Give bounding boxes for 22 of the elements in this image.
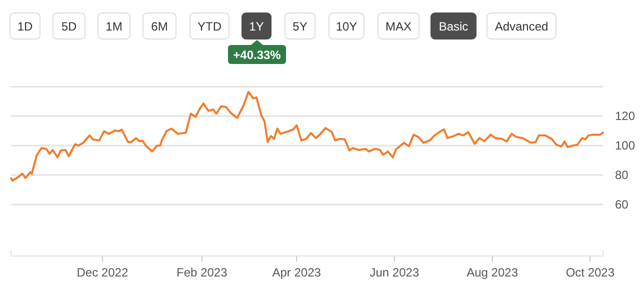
button: 6M bbox=[142, 12, 176, 40]
x-tick-label: Feb 2023 bbox=[176, 266, 228, 280]
x-tick-label: Apr 2023 bbox=[272, 266, 322, 280]
button: 5Y bbox=[284, 12, 316, 40]
y-tick-label: 80 bbox=[615, 168, 629, 182]
x-tick-label: Oct 2023 bbox=[566, 266, 615, 280]
x-tick-label: Dec 2022 bbox=[76, 266, 128, 280]
x-tick-label: Aug 2023 bbox=[466, 266, 518, 280]
button: YTD bbox=[190, 12, 230, 40]
y-tick-label: 100 bbox=[615, 138, 636, 152]
button: MAX bbox=[378, 12, 420, 40]
button: 1M bbox=[98, 12, 130, 40]
button: 5D bbox=[52, 12, 86, 40]
y-tick-label: 60 bbox=[615, 197, 629, 212]
button: 1Y bbox=[242, 12, 272, 40]
button: 1D bbox=[10, 12, 40, 40]
line-series bbox=[10, 90, 604, 182]
x-tick-label: Jun 2023 bbox=[370, 266, 420, 280]
button: Basic bbox=[430, 12, 476, 40]
button: 10Y bbox=[328, 12, 364, 40]
button: Advanced bbox=[486, 12, 556, 40]
y-tick-label: 120 bbox=[615, 108, 636, 123]
